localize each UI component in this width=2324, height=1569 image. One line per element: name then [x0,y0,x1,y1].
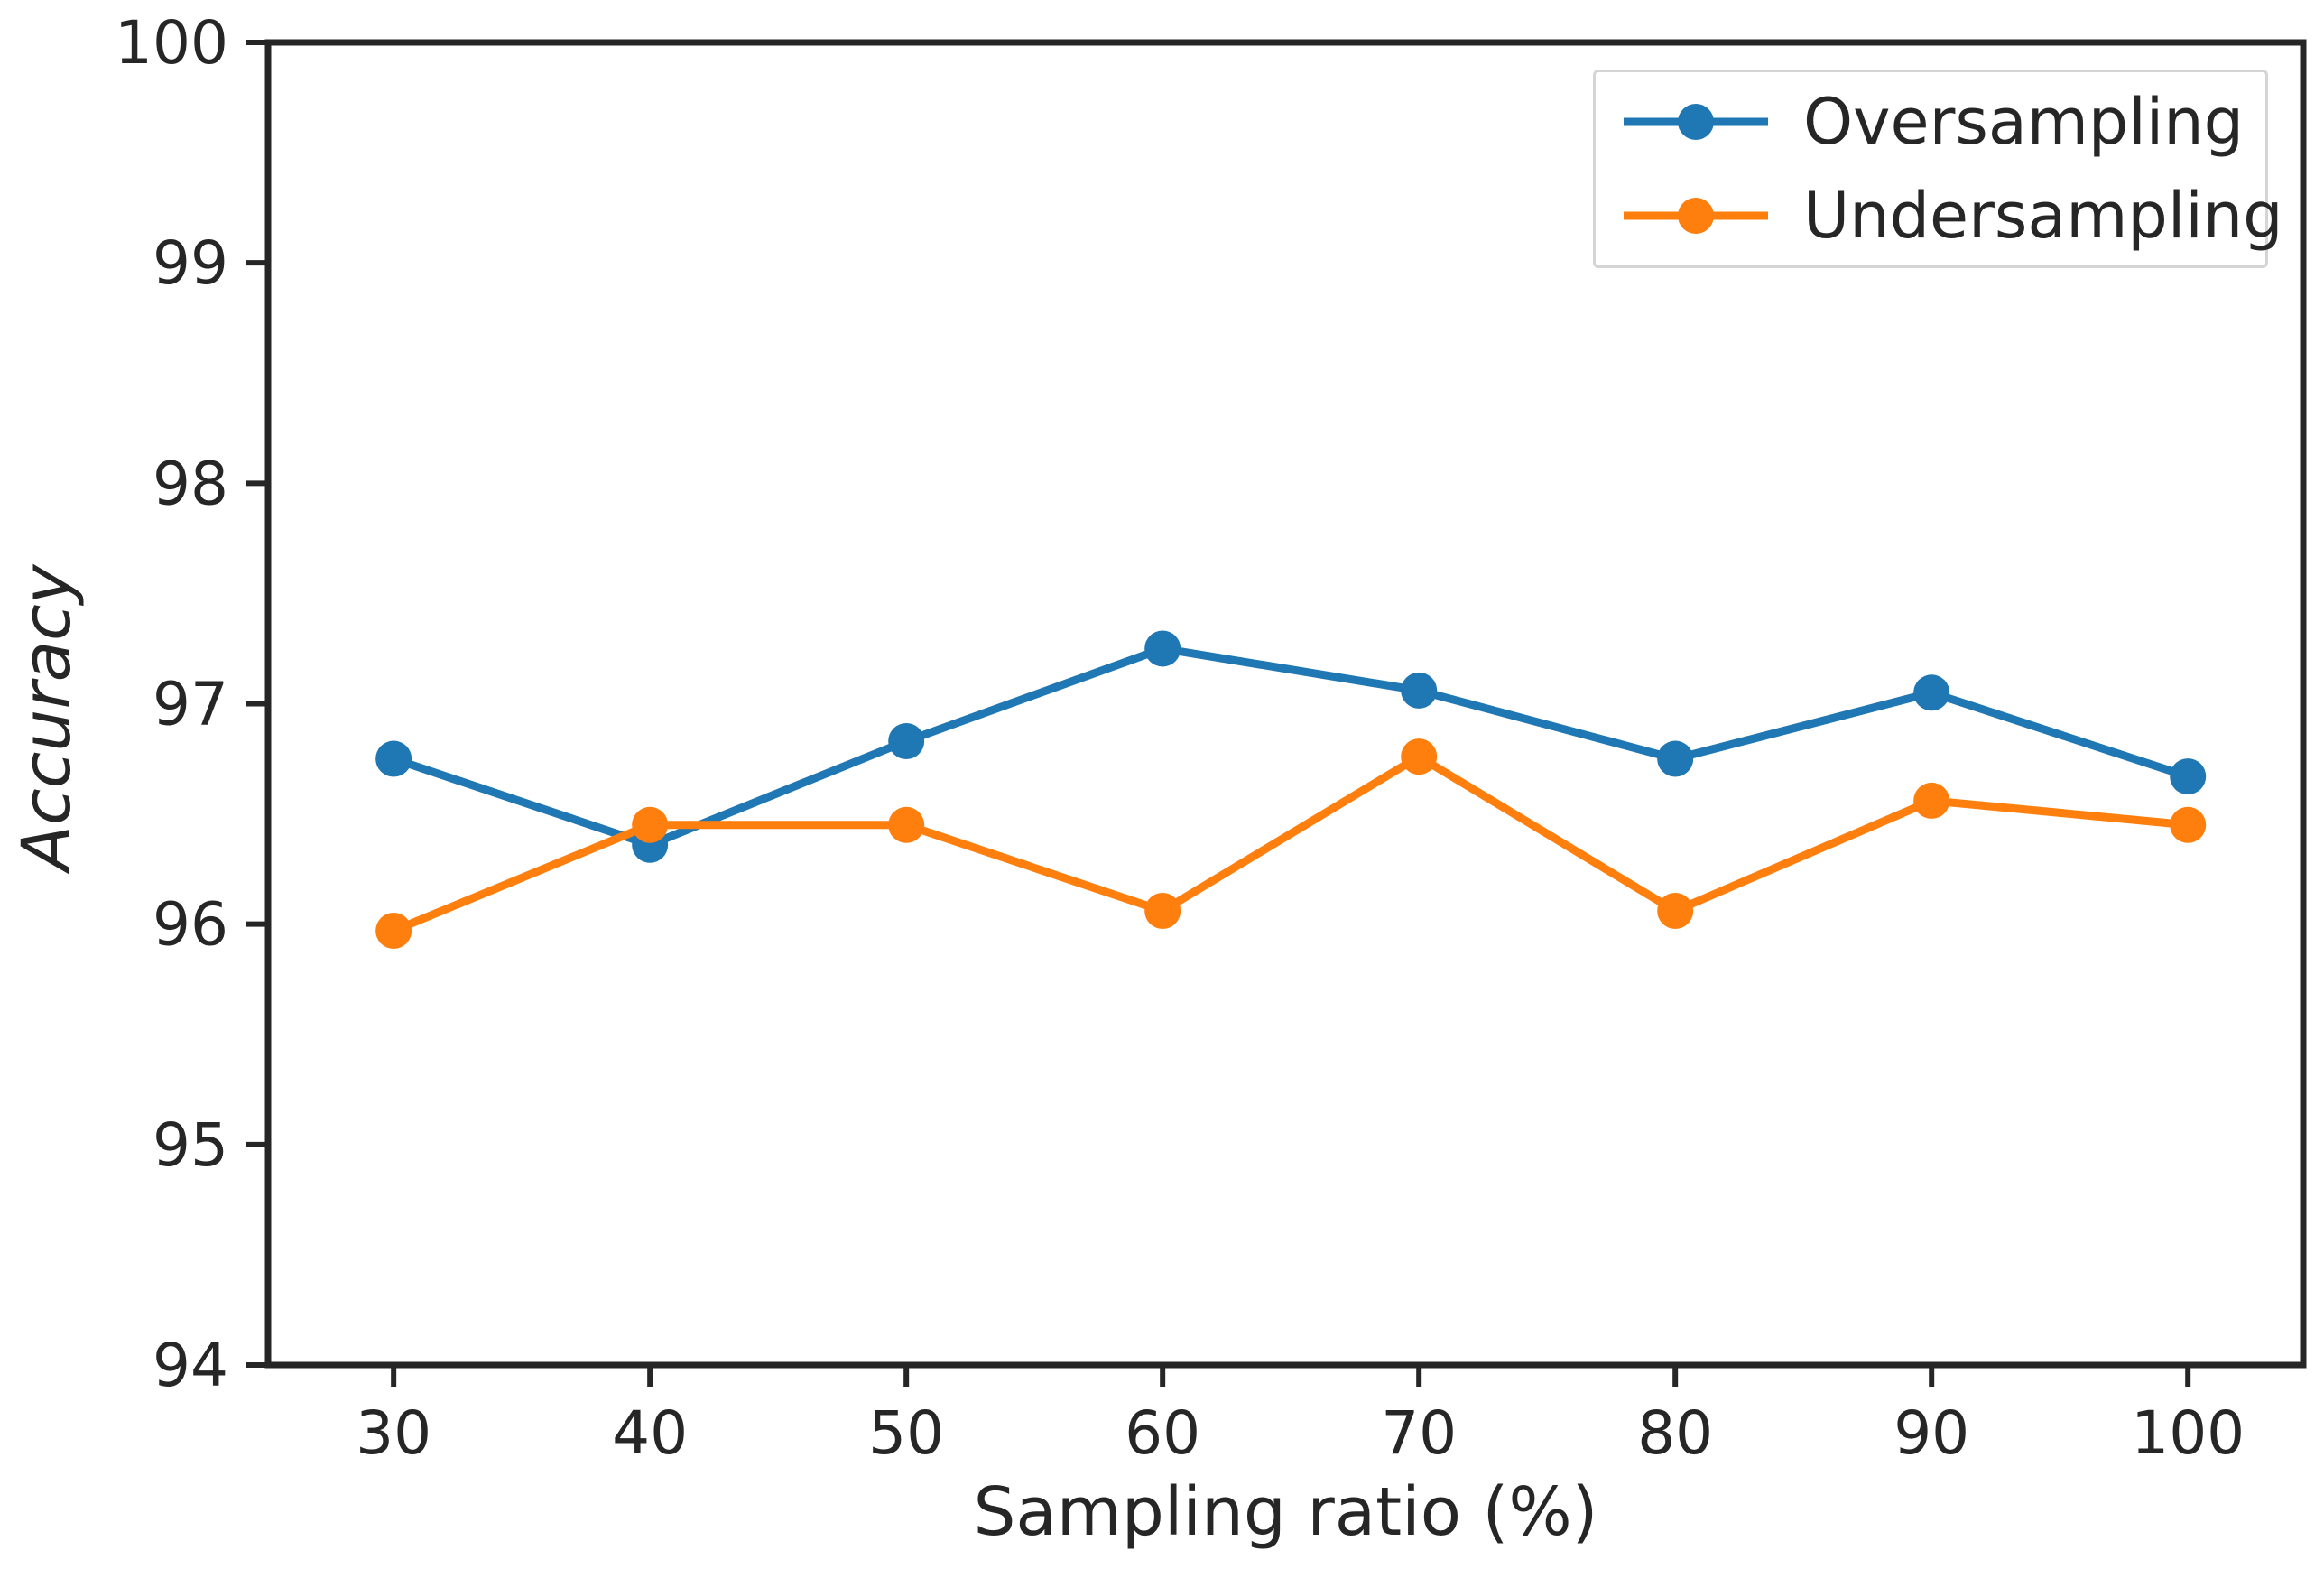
data-point-oversampling-x60 [1144,630,1181,667]
data-point-undersampling-x60 [1144,893,1181,930]
data-point-undersampling-x40 [632,806,669,843]
data-point-oversampling-x100 [2170,758,2207,795]
x-tick-label: 40 [612,1398,688,1468]
y-tick-label: 95 [153,1110,228,1180]
y-tick-label: 96 [153,890,228,960]
x-tick-label: 70 [1381,1398,1457,1468]
x-tick-label: 50 [868,1398,944,1468]
series-line-undersampling [392,752,2189,935]
data-point-undersampling-x30 [375,912,412,949]
x-axis-ticks: 30 40 50 60 70 80 90 100 [356,1365,2245,1468]
y-tick-label: 94 [153,1331,228,1400]
x-tick-label: 80 [1637,1398,1713,1468]
y-tick-label: 100 [115,8,228,78]
undersampling-line-marker-icon [1624,198,1768,234]
legend: Oversampling Undersampling [1593,70,2283,268]
x-axis-title: Sampling ratio (%) [973,1473,1598,1551]
x-tick-label: 30 [356,1398,431,1468]
oversampling-line-marker-icon [1624,104,1768,140]
data-point-undersampling-x70 [1401,738,1438,775]
x-tick-label: 60 [1125,1398,1200,1468]
data-series [375,630,2207,949]
y-tick-label: 98 [153,449,228,518]
data-point-oversampling-x90 [1913,674,1950,711]
x-tick-label: 90 [1893,1398,1969,1468]
data-point-oversampling-x50 [888,723,925,760]
data-point-oversampling-x70 [1401,672,1438,709]
data-point-oversampling-x30 [375,740,412,777]
y-tick-label: 97 [153,670,228,739]
y-tick-label: 99 [153,228,228,298]
data-point-oversampling-x80 [1657,740,1694,777]
data-point-undersampling-x50 [888,806,925,843]
x-tick-label: 100 [2131,1398,2245,1468]
data-point-undersampling-x90 [1913,782,1950,819]
legend-label-oversampling: Oversampling [1803,85,2245,159]
y-axis-ticks: 94 95 96 97 98 99 100 [115,8,268,1400]
y-axis-title: Accuracy [8,564,86,871]
legend-item-oversampling: Oversampling [1619,85,2265,159]
legend-item-undersampling: Undersampling [1619,179,2283,253]
legend-label-undersampling: Undersampling [1803,179,2283,253]
data-point-undersampling-x100 [2170,806,2207,843]
data-point-undersampling-x80 [1657,893,1694,930]
